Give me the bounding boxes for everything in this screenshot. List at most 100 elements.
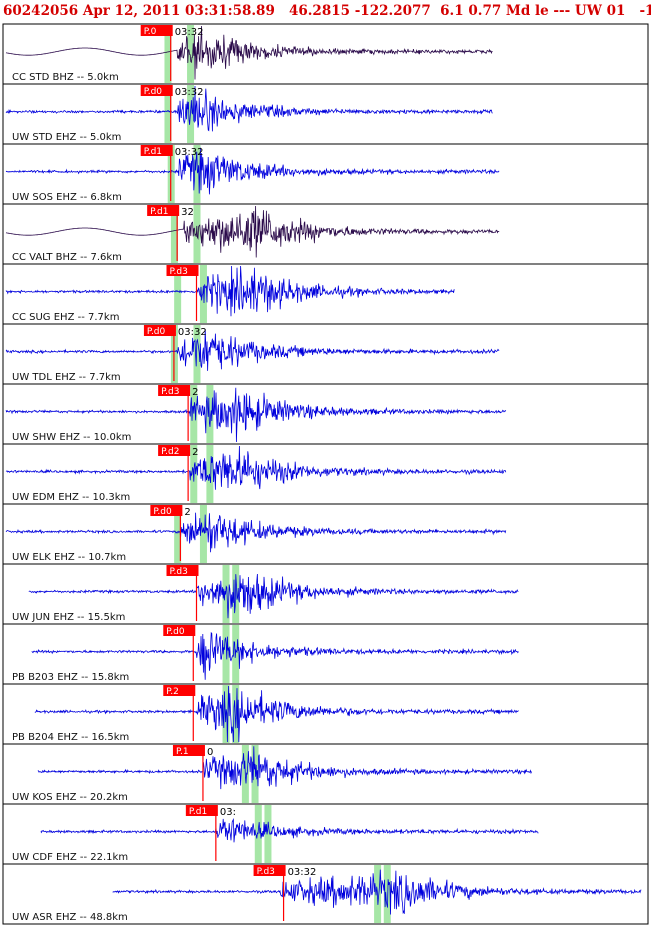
station-label: PB B204 EHZ -- 16.5km: [12, 732, 129, 743]
phase-window-band: [170, 205, 178, 263]
phase-window-band: [206, 385, 214, 443]
time-tick-label: 03:32: [175, 147, 204, 158]
trace-panel: P.d1 03: UW CDF EHZ -- 22.1km: [2, 803, 649, 865]
time-tick-label: 2: [192, 387, 198, 398]
waveform-trace: [31, 631, 519, 680]
phase-window-band: [222, 625, 230, 683]
station-label: UW ELK EHZ -- 10.7km: [12, 552, 126, 563]
p-pick-label: P.2: [166, 687, 179, 697]
trace-panel: P.d3 2 UW SHW EHZ -- 10.0km: [2, 383, 649, 445]
phase-window-band: [174, 505, 182, 563]
p-pick-flag: [140, 85, 173, 96]
p-pick-label: P.d0: [147, 327, 166, 337]
station-label: UW SOS EHZ -- 6.8km: [12, 192, 122, 203]
p-pick-label: P.d3: [257, 867, 275, 877]
trace-panel: P.d0 2 UW ELK EHZ -- 10.7km: [2, 503, 649, 565]
p-pick-label: P.d1: [150, 207, 168, 217]
time-tick-label: 03:32: [178, 327, 207, 338]
trace-panel: P.d3 CC SUG EHZ -- 7.7km: [2, 263, 649, 325]
p-pick-flag: [143, 325, 176, 336]
waveform-trace: [5, 387, 507, 443]
trace-panel-border: [2, 863, 649, 925]
p-pick-label: P.d3: [170, 567, 188, 577]
station-label: UW TDL EHZ -- 7.7km: [12, 372, 121, 383]
trace-panel: P.d0 PB B203 EHZ -- 15.8km: [2, 623, 649, 685]
p-pick-flag: [166, 565, 199, 576]
trace-panel: P.2 PB B204 EHZ -- 16.5km: [2, 683, 649, 745]
trace-panel: P.d3 03:32 UW ASR EHZ -- 48.8km: [2, 863, 649, 925]
waveform-trace: [5, 85, 493, 132]
trace-panel: P.d2 2 UW EDM EHZ -- 10.3km: [2, 443, 649, 505]
phase-window-band: [232, 685, 240, 743]
phase-window-band: [193, 145, 201, 203]
p-pick-label: P.d2: [161, 447, 179, 457]
p-pick-label: P.d0: [166, 627, 185, 637]
trace-panel: P.d0 03:32 UW STD EHZ -- 5.0km: [2, 83, 649, 145]
p-pick-label: P.d3: [170, 267, 188, 277]
waveform-trace: [112, 869, 642, 915]
station-label: UW SHW EHZ -- 10.0km: [12, 432, 131, 443]
waveform-trace: [37, 746, 532, 790]
p-pick-flag: [147, 205, 180, 216]
p-pick-flag: [163, 625, 196, 636]
p-pick-label: P.0: [144, 27, 157, 37]
trace-panel: P.0 03:32 CC STD BHZ -- 5.0km: [2, 23, 649, 85]
time-tick-label: 03:32: [288, 867, 317, 878]
p-pick-flag: [158, 445, 191, 456]
p-pick-flag: [150, 505, 183, 516]
trace-panel: P.1 0 UW KOS EHZ -- 20.2km: [2, 743, 649, 805]
station-label: PB B203 EHZ -- 15.8km: [12, 672, 129, 683]
p-pick-flag: [166, 265, 199, 276]
station-label: CC STD BHZ -- 5.0km: [12, 72, 119, 83]
p-pick-label: P.d0: [153, 507, 172, 517]
p-pick-flag: [185, 805, 218, 816]
phase-window-band: [264, 805, 272, 863]
time-tick-label: 03:: [220, 807, 236, 818]
waveform-trace: [5, 445, 507, 490]
p-pick-label: P.d0: [144, 87, 163, 97]
p-pick-flag: [158, 385, 191, 396]
p-pick-label: P.d1: [189, 807, 207, 817]
waveform-trace: [28, 573, 519, 619]
waveform-trace: [5, 265, 455, 317]
phase-window-band: [199, 505, 207, 563]
station-label: UW KOS EHZ -- 20.2km: [12, 792, 128, 803]
time-tick-label: 32: [181, 207, 194, 218]
time-tick-label: 03:32: [175, 27, 204, 38]
phase-window-band: [193, 325, 201, 383]
p-pick-flag: [172, 745, 205, 756]
phase-window-band: [187, 25, 195, 83]
waveform-trace: [5, 512, 507, 553]
station-label: CC VALT BHZ -- 7.6km: [12, 252, 122, 263]
station-label: UW ASR EHZ -- 48.8km: [12, 912, 128, 923]
station-label: UW EDM EHZ -- 10.3km: [12, 492, 130, 503]
phase-window-band: [174, 265, 182, 323]
phase-window-band: [190, 385, 198, 443]
waveform-trace: [5, 329, 500, 371]
waveform-trace: [5, 205, 500, 258]
phase-window-band: [383, 865, 391, 923]
p-pick-flag: [140, 145, 173, 156]
trace-panel: P.d1 32 CC VALT BHZ -- 7.6km: [2, 203, 649, 265]
station-label: UW STD EHZ -- 5.0km: [12, 132, 121, 143]
time-tick-label: 2: [184, 507, 190, 518]
phase-window-band: [251, 745, 259, 803]
phase-window-band: [206, 445, 214, 503]
phase-window-band: [164, 85, 172, 143]
station-label: UW JUN EHZ -- 15.5km: [12, 612, 125, 623]
waveform-trace: [5, 25, 493, 80]
p-pick-flag: [163, 685, 196, 696]
event-header: 60242056 Apr 12, 2011 03:31:58.89 46.281…: [3, 3, 651, 19]
phase-window-band: [164, 25, 172, 83]
time-tick-label: 0: [207, 747, 213, 758]
p-pick-label: P.d3: [161, 387, 179, 397]
station-label: CC SUG EHZ -- 7.7km: [12, 312, 119, 323]
p-pick-label: P.d1: [144, 147, 162, 157]
waveform-trace: [34, 685, 519, 743]
trace-panel: P.d1 03:32 UW SOS EHZ -- 6.8km: [2, 143, 649, 205]
time-tick-label: 2: [192, 447, 198, 458]
p-pick-flag: [140, 25, 173, 36]
p-pick-flag: [253, 865, 286, 876]
waveform-trace: [40, 818, 539, 843]
